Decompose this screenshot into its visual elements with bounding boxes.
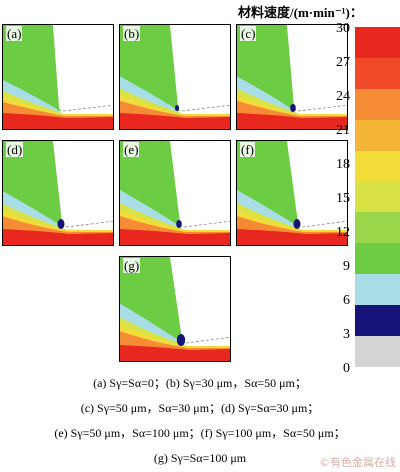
panel-label: (a) (6, 26, 23, 41)
flank-line (297, 104, 347, 112)
panel-f: (f) (236, 140, 348, 246)
panel-g: (g) (119, 256, 231, 362)
watermark: ©有色金属在线 (319, 456, 396, 469)
velocity-field (120, 141, 230, 245)
cutting-tool (170, 25, 230, 111)
panel-label: (g) (123, 258, 141, 273)
colorbar-swatch (355, 305, 400, 337)
velocity-field (237, 141, 347, 245)
panel-label: (b) (123, 26, 141, 41)
workpiece-region (3, 113, 113, 129)
cutting-tool (53, 141, 113, 227)
panel-d: (d) (2, 140, 114, 246)
colorbar-tick-label: 24 (336, 89, 350, 104)
flank-line (301, 220, 347, 228)
workpiece-region (3, 229, 113, 245)
colorbar-swatch (355, 274, 400, 306)
velocity-field (120, 25, 230, 129)
colorbar-swatch (355, 57, 400, 90)
workpiece-region (237, 229, 347, 245)
cutting-tool (53, 25, 113, 111)
workpiece-region (120, 345, 230, 361)
stagnation-zone (176, 334, 186, 346)
cutting-tool (287, 25, 347, 111)
workpiece-region (237, 113, 347, 129)
colorbar-tick-label: 3 (343, 327, 350, 342)
panel-label: (c) (240, 26, 257, 41)
velocity-field (3, 25, 113, 129)
velocity-field (120, 257, 230, 361)
colorbar-title: 材料速度/(m·min⁻¹)： (238, 5, 363, 20)
velocity-field (237, 25, 347, 129)
colorbar-swatch (355, 88, 400, 121)
cutting-tool (170, 141, 230, 227)
colorbar-swatch (355, 150, 400, 183)
workpiece-region (120, 229, 230, 245)
flank-line (65, 220, 113, 228)
colorbar-tick-label: 12 (336, 225, 350, 240)
stagnation-zone (290, 104, 296, 112)
colorbar-tick-label: 30 (336, 21, 350, 36)
flank-line (185, 336, 230, 344)
panel-e: (e) (119, 140, 231, 246)
colorbar-tick-label: 21 (336, 123, 350, 138)
caption-line-1: (a) Sγ=Sα=0；(b) Sγ=30 μm，Sα=50 μm； (93, 376, 307, 390)
colorbar (355, 27, 400, 368)
colorbar-tick-label: 15 (336, 191, 350, 206)
stagnation-zone (293, 219, 301, 229)
panel-b: (b) (119, 24, 231, 130)
colorbar-tick-label: 9 (343, 259, 350, 274)
panel-c: (c) (236, 24, 348, 130)
flank-line (181, 104, 230, 112)
caption-line-4: (g) Sγ=Sα=100 μm (153, 451, 247, 465)
workpiece-region (120, 113, 230, 129)
stagnation-zone (174, 105, 180, 111)
stagnation-zone (57, 219, 65, 229)
colorbar-swatch (355, 119, 400, 152)
caption-line-2: (c) Sγ=50 μm，Sα=30 μm；(d) Sγ=Sα=30 μm； (80, 401, 320, 415)
caption-line-3: (e) Sγ=50 μm，Sα=100 μm；(f) Sγ=100 μm，Sα=… (54, 426, 346, 440)
colorbar-tick-label: 18 (336, 157, 350, 172)
panel-label: (d) (6, 142, 24, 157)
cutting-tool (287, 141, 347, 227)
colorbar-swatch (355, 27, 400, 59)
colorbar-swatch (355, 181, 400, 213)
colorbar-swatch (355, 212, 400, 244)
colorbar-tick-label: 6 (343, 293, 350, 308)
flank-line (62, 104, 113, 112)
panel-label: (f) (240, 142, 255, 157)
flank-line (183, 220, 230, 228)
colorbar-swatch (355, 336, 400, 368)
panel-a: (a) (2, 24, 114, 130)
colorbar-swatch (355, 243, 400, 275)
colorbar-tick-label: 27 (336, 55, 350, 70)
stagnation-zone (176, 220, 182, 228)
velocity-field (3, 141, 113, 245)
panel-label: (e) (123, 142, 140, 157)
cutting-tool (170, 257, 230, 343)
colorbar-tick-label: 0 (343, 361, 350, 376)
